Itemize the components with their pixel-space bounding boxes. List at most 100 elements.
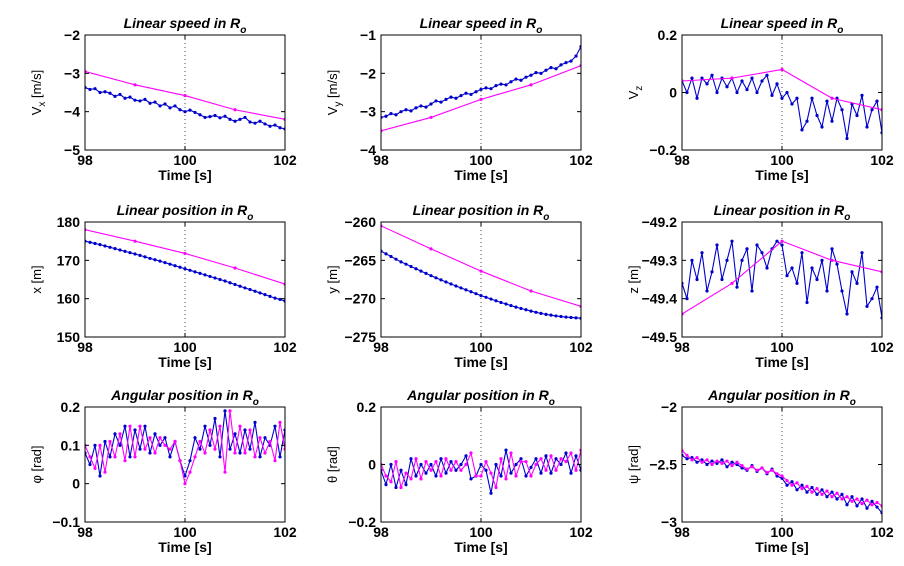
data-point — [168, 455, 172, 459]
data-point — [725, 85, 729, 89]
y-tick-label: 180 — [57, 214, 81, 230]
data-point — [835, 497, 839, 501]
data-point — [248, 447, 252, 451]
data-point — [865, 506, 869, 510]
data-point — [93, 87, 97, 91]
data-point — [569, 471, 573, 475]
data-point — [93, 466, 97, 470]
data-point — [700, 251, 704, 255]
data-point — [133, 98, 137, 102]
data-point — [228, 447, 232, 451]
data-point — [544, 312, 548, 316]
data-point — [444, 457, 448, 461]
data-point — [835, 491, 839, 495]
data-point — [163, 261, 167, 265]
data-point — [128, 95, 132, 99]
data-point — [840, 497, 844, 501]
data-point — [88, 462, 92, 467]
data-point — [173, 104, 177, 108]
series-1 — [682, 453, 882, 515]
data-point — [183, 110, 187, 114]
data-point — [845, 312, 849, 316]
y-tick-label: −3 — [661, 514, 677, 530]
data-point — [253, 420, 257, 424]
y-tick-label: 0 — [368, 457, 376, 473]
data-point — [539, 71, 543, 75]
x-axis-label: Time [s] — [755, 167, 808, 183]
data-point — [98, 243, 102, 247]
data-point — [795, 281, 799, 285]
data-point — [690, 76, 694, 80]
data-point — [469, 477, 473, 481]
y-tick-label: −270 — [344, 291, 376, 307]
series-1 — [381, 249, 581, 320]
data-point — [133, 83, 137, 87]
y-tick-label: −4 — [360, 142, 376, 158]
data-point — [163, 443, 167, 447]
data-point — [113, 94, 117, 98]
data-point — [404, 471, 408, 475]
data-point — [183, 482, 187, 486]
data-point — [559, 63, 563, 67]
data-point — [138, 99, 142, 103]
data-point — [389, 254, 393, 259]
data-point — [509, 303, 513, 308]
data-point — [790, 483, 794, 487]
x-axis-label: Time [s] — [755, 354, 808, 370]
data-point — [504, 448, 508, 452]
x-tick-label: 102 — [273, 339, 297, 355]
data-point — [685, 453, 689, 457]
data-point — [830, 495, 834, 499]
data-point — [805, 300, 809, 305]
y-axis-label: z [m] — [626, 265, 641, 293]
y-tick-label: 0.1 — [61, 437, 81, 453]
data-point — [870, 503, 874, 507]
data-point — [549, 313, 553, 317]
data-point — [559, 462, 563, 467]
data-point — [454, 96, 458, 100]
data-point — [233, 108, 237, 112]
data-point — [705, 458, 709, 462]
data-point — [569, 59, 573, 63]
x-tick-label: 102 — [870, 524, 894, 540]
data-point — [213, 113, 217, 118]
data-point — [845, 495, 849, 499]
data-point — [685, 457, 689, 461]
x-tick-label: 98 — [674, 152, 690, 168]
data-point — [534, 310, 538, 314]
data-point — [469, 290, 473, 294]
data-point — [459, 93, 463, 98]
x-axis-label: Time [s] — [158, 167, 211, 183]
data-point — [384, 483, 388, 487]
data-point — [168, 106, 172, 110]
data-point — [233, 282, 237, 287]
series-1 — [85, 239, 285, 303]
data-point — [489, 87, 493, 91]
data-point — [549, 471, 553, 475]
data-point — [278, 297, 282, 302]
data-point — [88, 87, 92, 92]
x-tick-label: 98 — [373, 152, 389, 168]
data-point — [464, 454, 468, 458]
data-point — [188, 470, 192, 474]
data-point — [785, 483, 789, 487]
data-point — [178, 265, 182, 269]
data-point — [720, 461, 724, 465]
data-point — [554, 314, 558, 318]
data-point — [469, 92, 473, 97]
data-point — [720, 458, 724, 462]
data-point — [103, 90, 107, 94]
data-point — [745, 88, 749, 92]
data-point — [464, 91, 468, 95]
data-point — [394, 257, 398, 261]
data-point — [519, 460, 523, 464]
data-point — [454, 460, 458, 464]
subplot-title: Linear speed in Ro — [124, 15, 247, 36]
y-tick-label: −0.2 — [649, 142, 677, 158]
data-point — [745, 247, 749, 251]
data-point — [253, 121, 257, 125]
y-tick-label: 0 — [72, 476, 80, 492]
data-point — [223, 470, 227, 474]
data-point — [108, 439, 112, 444]
data-point — [504, 302, 508, 306]
